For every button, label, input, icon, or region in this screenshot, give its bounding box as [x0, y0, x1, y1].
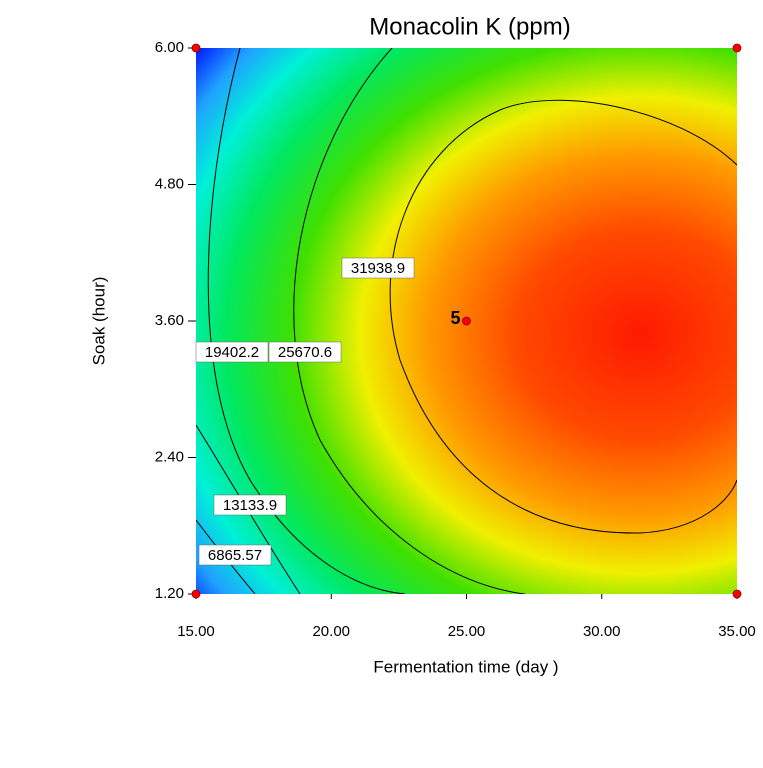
- y-tick-label: 3.60: [155, 312, 184, 329]
- contour-label: 6865.57: [199, 545, 271, 565]
- y-axis-label: Soak (hour): [89, 277, 108, 366]
- chart: Monacolin K (ppm) Fermentation time (day…: [0, 0, 763, 763]
- y-tick-label: 4.80: [155, 175, 184, 192]
- design-point: [733, 44, 741, 52]
- x-tick-label: 35.00: [718, 623, 756, 640]
- design-point: [463, 317, 471, 325]
- annotation: 5: [450, 308, 460, 328]
- y-tick-label: 1.20: [155, 585, 184, 602]
- design-point: [733, 590, 741, 598]
- design-point: [192, 44, 200, 52]
- design-point: [192, 590, 200, 598]
- x-tick-label: 20.00: [312, 623, 350, 640]
- contour-label: 31938.9: [342, 258, 414, 278]
- chart-title: Monacolin K (ppm): [369, 13, 570, 40]
- x-tick-label: 15.00: [177, 623, 215, 640]
- x-tick-label: 25.00: [448, 623, 486, 640]
- contour-label: 19402.2: [196, 342, 268, 362]
- contour-label: 13133.9: [214, 495, 286, 515]
- x-tick-label: 30.00: [583, 623, 621, 640]
- contour-label-text: 31938.9: [351, 260, 405, 277]
- contour-label-text: 25670.6: [278, 344, 332, 361]
- y-tick-label: 2.40: [155, 448, 184, 465]
- contour-label: 25670.6: [269, 342, 341, 362]
- contour-label-text: 13133.9: [223, 497, 277, 514]
- contour-label-text: 6865.57: [208, 547, 262, 564]
- contour-label-text: 19402.2: [205, 344, 259, 361]
- x-axis-label: Fermentation time (day ): [373, 657, 558, 676]
- y-tick-label: 6.00: [155, 39, 184, 56]
